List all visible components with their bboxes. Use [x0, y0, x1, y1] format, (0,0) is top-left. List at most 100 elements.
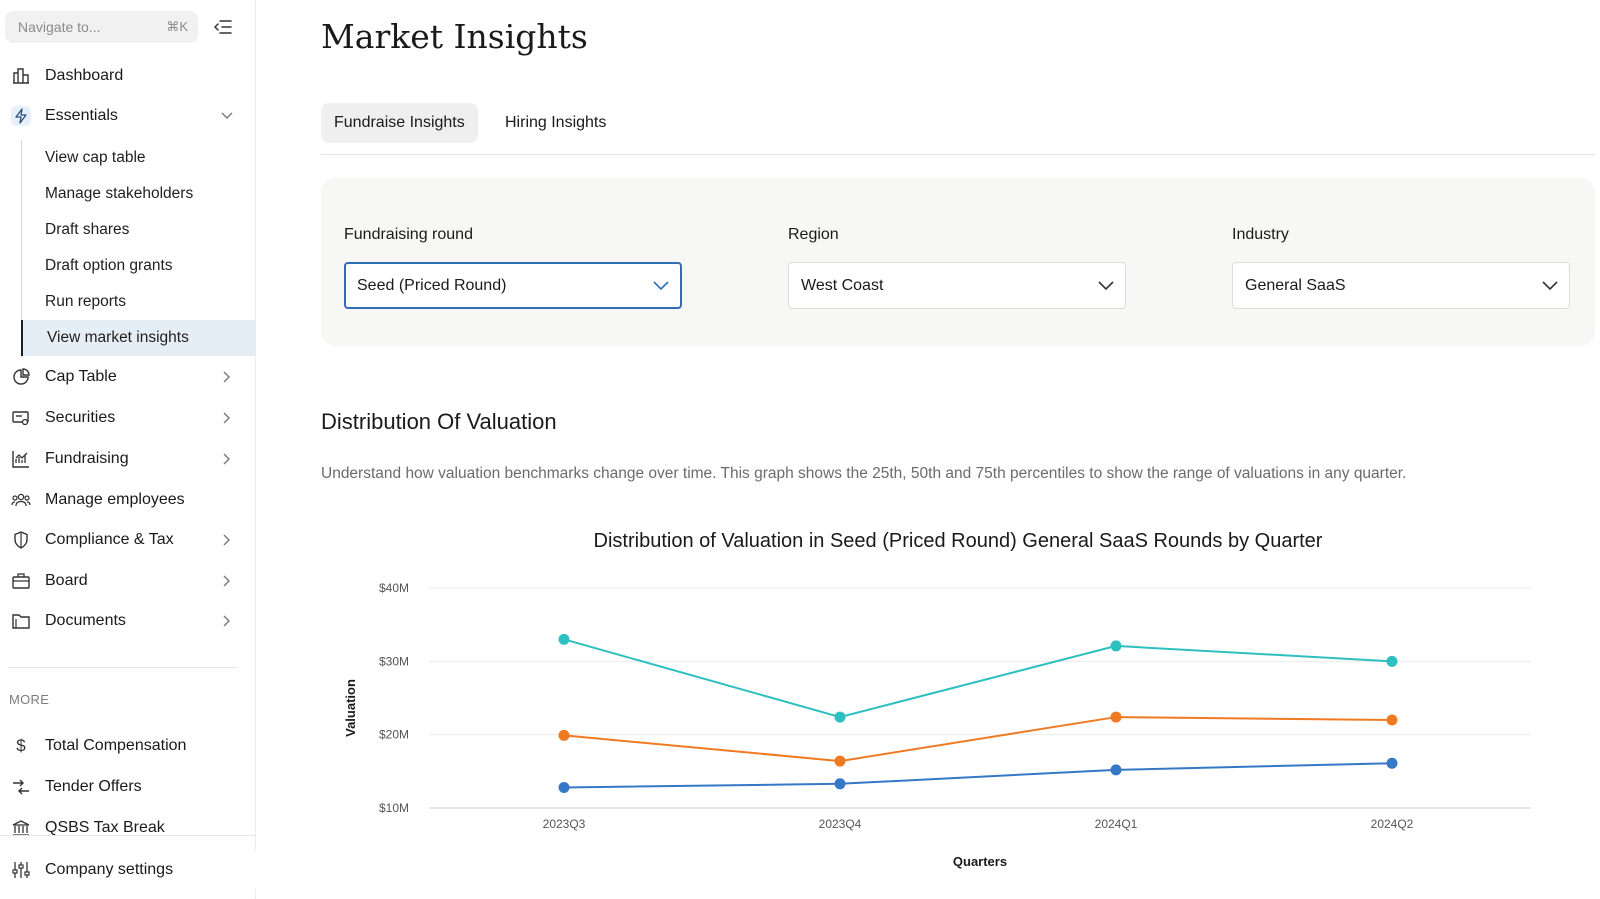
chart-svg: $10M $20M $30M $40M 2023Q3 2023Q4 2024Q1 2024Q2…	[343, 581, 1531, 869]
industry-select[interactable]: General SaaS	[1232, 262, 1570, 309]
tab-fundraise-insights[interactable]: Fundraise Insights	[321, 103, 478, 143]
data-point	[1386, 714, 1398, 726]
chevron-down-icon	[652, 277, 670, 295]
sidebar-item-label: Manage employees	[45, 491, 185, 508]
section-title: Distribution Of Valuation	[321, 409, 557, 434]
transfer-icon	[11, 777, 31, 797]
filter-region: Region West Coast	[788, 226, 1126, 309]
filter-label: Fundraising round	[344, 226, 473, 243]
filter-card: Fundraising round Seed (Priced Round) Re…	[321, 178, 1595, 346]
sidebar-subitem-manage-stakeholders[interactable]: Manage stakeholders	[22, 176, 256, 212]
y-tick-label: $40M	[379, 581, 409, 595]
search-shortcut: ⌘K	[166, 19, 188, 34]
sidebar-item-documents[interactable]: Documents	[0, 602, 256, 640]
select-value: General SaaS	[1245, 276, 1346, 294]
tab-hiring-insights[interactable]: Hiring Insights	[505, 114, 607, 131]
data-point	[1110, 764, 1122, 776]
pie-chart-icon	[11, 367, 31, 387]
select-value: West Coast	[801, 276, 884, 294]
certificate-icon	[11, 408, 31, 428]
sidebar-item-dashboard[interactable]: Dashboard	[0, 57, 256, 95]
submenu-rail	[21, 140, 22, 358]
sidebar-item-fundraising[interactable]: Fundraising	[0, 440, 256, 478]
bank-icon	[11, 818, 31, 838]
sidebar-item-compliance-tax[interactable]: Compliance & Tax	[0, 521, 256, 559]
series-line-1	[563, 716, 1393, 763]
filter-label: Industry	[1232, 226, 1289, 243]
page-title: Market Insights	[321, 17, 588, 56]
folder-icon	[11, 611, 31, 631]
data-point	[558, 633, 570, 645]
sidebar-item-label: Company settings	[45, 861, 174, 878]
series-line-0	[563, 638, 1393, 719]
x-tick-label: 2023Q4	[819, 817, 862, 831]
filter-fundraising-round: Fundraising round Seed (Priced Round)	[344, 226, 682, 309]
chevron-right-icon	[220, 370, 234, 384]
sidebar-item-label: Essentials	[45, 107, 118, 124]
sidebar-subitem-view-market-insights[interactable]: View market insights	[21, 320, 256, 356]
main-content: Market Insights Fundraise Insights Hirin…	[256, 0, 1600, 899]
sidebar-item-securities[interactable]: Securities	[0, 399, 256, 437]
subitem-label: Run reports	[45, 293, 126, 310]
collapse-sidebar-icon[interactable]	[212, 16, 234, 38]
sidebar-item-label: Documents	[45, 612, 126, 629]
insights-tabs: Fundraise Insights Hiring Insights	[321, 103, 1595, 155]
dashboard-icon	[11, 66, 31, 86]
shield-icon	[11, 530, 31, 550]
sidebar-item-essentials[interactable]: Essentials	[0, 97, 256, 135]
sidebar-item-manage-employees[interactable]: Manage employees	[0, 481, 256, 519]
data-point	[558, 729, 570, 741]
sidebar-subitem-run-reports[interactable]: Run reports	[22, 284, 256, 320]
sidebar-item-label: Dashboard	[45, 67, 124, 84]
sidebar-subitem-draft-option-grants[interactable]: Draft option grants	[22, 248, 256, 284]
subitem-label: View market insights	[47, 329, 189, 346]
data-point	[1110, 640, 1122, 652]
y-tick-label: $30M	[379, 654, 409, 668]
region-select[interactable]: West Coast	[788, 262, 1126, 309]
sidebar-subitem-view-cap-table[interactable]: View cap table	[22, 140, 256, 176]
chart-title: Distribution of Valuation in Seed (Price…	[593, 530, 1323, 552]
subitem-label: Manage stakeholders	[45, 185, 194, 202]
section-description: Understand how valuation benchmarks chan…	[321, 465, 1407, 482]
sidebar-item-cap-table[interactable]: Cap Table	[0, 358, 256, 396]
subitem-label: Draft shares	[45, 221, 130, 238]
sidebar-divider	[8, 667, 236, 668]
y-tick-label: $20M	[379, 728, 409, 742]
sidebar-item-tender-offers[interactable]: Tender Offers	[0, 768, 256, 806]
sidebar-item-label: Tender Offers	[45, 778, 142, 795]
chart-line-icon	[11, 449, 31, 469]
sidebar-item-label: QSBS Tax Break	[45, 819, 165, 836]
sidebar-item-label: Fundraising	[45, 450, 129, 467]
data-point	[834, 778, 846, 790]
sidebar-item-company-settings[interactable]: Company settings	[0, 851, 256, 889]
chevron-right-icon	[220, 452, 234, 466]
x-tick-label: 2024Q2	[1371, 817, 1414, 831]
chevron-right-icon	[220, 411, 234, 425]
filter-industry: Industry General SaaS	[1232, 226, 1570, 309]
chevron-right-icon	[220, 574, 234, 588]
select-value: Seed (Priced Round)	[357, 276, 507, 294]
sidebar-item-board[interactable]: Board	[0, 562, 256, 600]
sidebar-item-qsbs-tax-break[interactable]: QSBS Tax Break	[0, 809, 256, 847]
navigate-search[interactable]: Navigate to... ⌘K	[5, 11, 198, 43]
sidebar-subitem-draft-shares[interactable]: Draft shares	[22, 212, 256, 248]
sidebar-item-label: Cap Table	[45, 368, 117, 385]
sidebar-item-label: Board	[45, 572, 88, 589]
x-axis-label: Quarters	[953, 854, 1007, 869]
data-point	[558, 781, 570, 793]
sidebar-item-total-compensation[interactable]: $ Total Compensation	[0, 727, 256, 765]
sliders-icon	[11, 860, 31, 880]
settings-separator	[0, 835, 256, 836]
sidebar-item-label: Securities	[45, 409, 116, 426]
sidebar-item-label: Total Compensation	[45, 737, 187, 754]
chevron-down-icon	[1097, 277, 1115, 295]
y-tick-label: $10M	[379, 801, 409, 815]
fundraising-round-select[interactable]: Seed (Priced Round)	[344, 262, 682, 309]
x-tick-label: 2024Q1	[1095, 817, 1138, 831]
subitem-label: View cap table	[45, 149, 146, 166]
subitem-label: Draft option grants	[45, 257, 173, 274]
data-point	[834, 711, 846, 723]
bolt-icon	[11, 106, 31, 126]
chevron-right-icon	[220, 614, 234, 628]
x-tick-label: 2023Q3	[543, 817, 586, 831]
